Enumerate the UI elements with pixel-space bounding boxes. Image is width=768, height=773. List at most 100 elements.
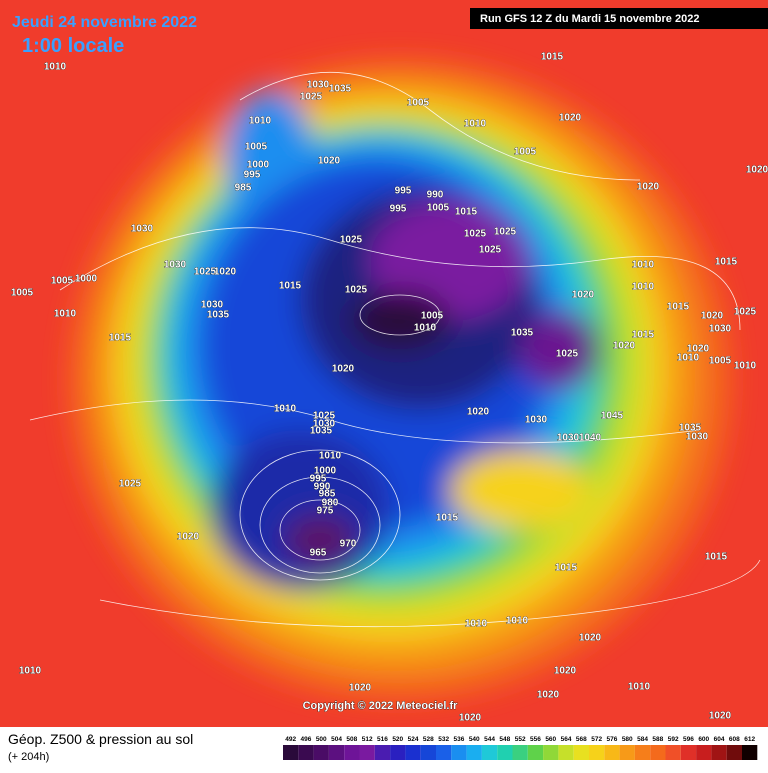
pressure-label: 995 bbox=[395, 186, 412, 197]
legend-swatch bbox=[543, 745, 559, 760]
pressure-label: 1010 bbox=[414, 323, 437, 334]
legend-label: 532 bbox=[438, 736, 449, 743]
pressure-label: 1005 bbox=[514, 147, 537, 158]
pressure-label: 1010 bbox=[677, 353, 700, 364]
pressure-label: 1020 bbox=[746, 165, 768, 176]
pressure-label: 1025 bbox=[479, 245, 502, 256]
pressure-label: 1030 bbox=[164, 260, 187, 271]
legend-swatch bbox=[742, 745, 758, 760]
pressure-label: 1010 bbox=[465, 619, 488, 630]
legend-swatch bbox=[527, 745, 544, 760]
legend-swatch bbox=[665, 745, 681, 760]
legend-swatch bbox=[634, 745, 651, 760]
pressure-label: 1010 bbox=[506, 616, 529, 627]
pressure-label: 1005 bbox=[11, 288, 34, 299]
pressure-label: 1020 bbox=[579, 633, 602, 644]
pressure-label: 1010 bbox=[54, 309, 77, 320]
pressure-label: 1010 bbox=[628, 682, 651, 693]
pressure-label: 1025 bbox=[313, 411, 336, 422]
legend-label: 540 bbox=[469, 736, 480, 743]
pressure-label: 1000 bbox=[75, 274, 98, 285]
pressure-label: 1025 bbox=[340, 235, 363, 246]
pressure-label: 1025 bbox=[119, 479, 142, 490]
legend-swatch bbox=[328, 745, 345, 760]
legend-swatch bbox=[589, 745, 605, 760]
legend-swatch bbox=[573, 745, 589, 760]
pressure-label: 1000 bbox=[247, 160, 270, 171]
pressure-label: 1010 bbox=[319, 451, 342, 462]
pressure-label: 1010 bbox=[632, 282, 655, 293]
legend-label: 520 bbox=[392, 736, 403, 743]
pressure-label: 1015 bbox=[705, 552, 728, 563]
copyright: Copyright © 2022 Meteociel.fr bbox=[303, 700, 459, 712]
pressure-label: 1010 bbox=[632, 260, 655, 271]
pressure-label: 985 bbox=[235, 183, 252, 194]
pressure-label: 1030 bbox=[686, 432, 709, 443]
legend-swatch bbox=[650, 745, 666, 760]
pressure-label: 1025 bbox=[734, 307, 757, 318]
legend-swatch bbox=[405, 745, 421, 760]
legend-swatch bbox=[726, 745, 742, 760]
pressure-label: 1005 bbox=[709, 356, 732, 367]
legend-label: 564 bbox=[561, 736, 572, 743]
pressure-label: 965 bbox=[310, 548, 327, 559]
pressure-label: 1010 bbox=[274, 404, 297, 415]
pressure-label: 1010 bbox=[464, 119, 487, 130]
pressure-label: 1035 bbox=[679, 423, 702, 434]
pressure-label: 1005 bbox=[407, 98, 430, 109]
legend-label: 584 bbox=[637, 736, 648, 743]
legend-label: 612 bbox=[744, 736, 755, 743]
pressure-label: 1030 bbox=[557, 433, 580, 444]
legend-swatch bbox=[313, 745, 329, 760]
legend-swatch bbox=[283, 745, 299, 760]
pressure-label: 1010 bbox=[19, 666, 42, 677]
pressure-label: 970 bbox=[340, 539, 357, 550]
pressure-label: 990 bbox=[427, 190, 444, 201]
pressure-label: 1020 bbox=[701, 311, 724, 322]
legend-label: 548 bbox=[499, 736, 510, 743]
pressure-label: 975 bbox=[317, 506, 334, 517]
header: Jeudi 24 novembre 2022 1:00 locale Run G… bbox=[12, 8, 768, 712]
pressure-label: 1020 bbox=[559, 113, 582, 124]
legend-label: 552 bbox=[515, 736, 526, 743]
pressure-label: 1015 bbox=[632, 330, 655, 341]
legend-swatch bbox=[696, 745, 712, 760]
legend-label: 512 bbox=[362, 736, 373, 743]
pressure-label: 1015 bbox=[436, 513, 459, 524]
pressure-label: 1005 bbox=[51, 276, 74, 287]
legend-swatch bbox=[497, 745, 513, 760]
pressure-label: 1045 bbox=[601, 411, 624, 422]
pressure-label: 1020 bbox=[637, 182, 660, 193]
pressure-label: 985 bbox=[319, 489, 336, 500]
legend-swatch bbox=[298, 745, 314, 760]
legend-swatch bbox=[390, 745, 406, 760]
pressure-label: 1020 bbox=[459, 713, 482, 724]
legend-swatch bbox=[344, 745, 360, 760]
legend-label: 604 bbox=[714, 736, 725, 743]
legend-label: 600 bbox=[698, 736, 709, 743]
legend-label: 556 bbox=[530, 736, 541, 743]
legend-label: 596 bbox=[683, 736, 694, 743]
pressure-label: 995 bbox=[310, 474, 327, 485]
pressure-label: 990 bbox=[314, 482, 331, 493]
pressure-label: 1035 bbox=[511, 328, 534, 339]
pressure-label: 1030 bbox=[131, 224, 154, 235]
pressure-label: 1025 bbox=[345, 285, 368, 296]
pressure-label: 1030 bbox=[313, 419, 336, 430]
legend-label: 508 bbox=[346, 736, 357, 743]
legend-label: 568 bbox=[576, 736, 587, 743]
pressure-label: 1020 bbox=[613, 341, 636, 352]
legend-swatch bbox=[604, 745, 620, 760]
footer-lead: (+ 204h) bbox=[8, 751, 49, 763]
field bbox=[0, 0, 768, 727]
legend-label: 504 bbox=[331, 736, 342, 743]
legend-swatch bbox=[420, 745, 436, 760]
pressure-label: 1010 bbox=[734, 361, 757, 372]
legend-label: 524 bbox=[408, 736, 419, 743]
pressure-label: 1020 bbox=[554, 666, 577, 677]
legend: 492 496 500 504 508 512 516 520 524 528 532 536 540 5… bbox=[283, 736, 758, 760]
pressure-label: 1020 bbox=[177, 532, 200, 543]
pressure-label: 995 bbox=[390, 204, 407, 215]
